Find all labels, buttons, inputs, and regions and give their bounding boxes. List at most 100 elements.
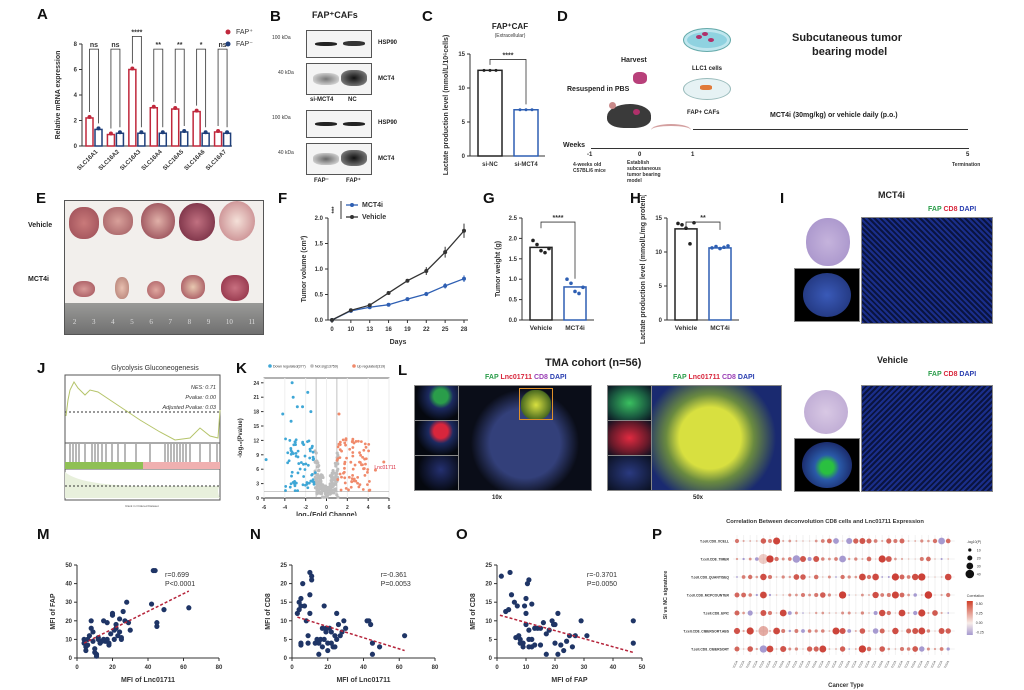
significance-label: **** [503, 52, 514, 59]
panel-label-d: D [557, 8, 568, 25]
category-label: SLC16A4 [141, 149, 164, 172]
x-tick-label: TCGA [857, 660, 864, 669]
dot [754, 557, 759, 561]
point-not-sig [335, 472, 339, 476]
y-axis-label: SI vs NC signature [663, 571, 669, 620]
x-tick-label: TCGA [890, 660, 897, 669]
data-point [298, 642, 304, 648]
dot [788, 575, 792, 579]
y-tick-label: 15 [655, 216, 662, 222]
y-tick-label: 2 [74, 119, 78, 125]
category-label: MCT4i [710, 325, 730, 332]
point-up [339, 488, 343, 492]
stain-dapi: DAPI [959, 371, 977, 378]
point-down [313, 471, 317, 475]
dot [775, 648, 778, 650]
panel-label-c: C [422, 8, 433, 25]
dot [887, 647, 891, 651]
category-label: SLC16A6 [184, 149, 207, 172]
x-axis-label: Rank in Ordered Dataset [125, 504, 158, 508]
y-tick-label: 50 [65, 563, 72, 569]
dot [828, 612, 831, 614]
point-down [306, 463, 310, 467]
dot [906, 628, 912, 634]
dot [920, 539, 924, 543]
lane-label: si-MCT4 [310, 97, 334, 103]
point-not-sig [321, 495, 325, 499]
y-tick-label: 30 [65, 600, 72, 606]
data-point [718, 246, 722, 251]
point-not-sig [324, 491, 328, 495]
stain-fap: FAP [485, 374, 499, 381]
legend-label: Not sig(13759) [315, 365, 338, 369]
point-down [308, 449, 312, 453]
data-point [526, 627, 532, 633]
dot [736, 576, 738, 578]
significance-label: ns [218, 42, 226, 49]
data-point [154, 620, 160, 626]
data-point [152, 567, 158, 574]
point-up [343, 466, 346, 470]
data-point [85, 642, 91, 648]
bar [477, 69, 503, 157]
marker-label: 100 kDa [272, 35, 291, 41]
x-tick-label: 2 [346, 505, 349, 511]
dot [854, 648, 857, 650]
dot [899, 574, 905, 580]
y-tick-label: 2.0 [315, 216, 324, 222]
point-up [352, 479, 356, 483]
dot [794, 629, 799, 633]
ruler-number: 2 [72, 318, 77, 326]
data-point [531, 238, 535, 243]
blot-mct4-top [306, 63, 372, 95]
dot [881, 576, 884, 578]
y-axis-label: MFI of CD8 [470, 593, 477, 630]
data-point [543, 631, 549, 637]
point-up [368, 488, 372, 492]
point-up [343, 481, 347, 485]
mag-50x: 50x [693, 495, 704, 501]
dot [788, 593, 792, 597]
x-tick-label: TCGA [738, 660, 745, 669]
dot [787, 557, 792, 561]
legend-label: FAP⁻ [236, 41, 253, 48]
legend-marker [352, 364, 356, 368]
data-point [506, 607, 512, 613]
point-up [344, 486, 348, 490]
data-point [630, 640, 636, 646]
dot [920, 594, 923, 596]
data-point [726, 244, 730, 248]
data-point [173, 106, 178, 111]
dot [854, 594, 857, 596]
row-label: T.cell.CD8_XCELL [700, 540, 729, 544]
dot [760, 538, 767, 544]
dot [907, 611, 910, 615]
chart-n: 0 5 10 15 20 25 0 20 40 60 80 MFI of CD8 MFI of Lnc0… [265, 563, 439, 684]
data-point [309, 573, 315, 579]
dot [800, 592, 806, 598]
dot [807, 629, 812, 633]
data-point [518, 108, 522, 112]
x-tick-label: TCGA [824, 660, 831, 669]
rank-bar-negative [143, 462, 220, 469]
stain-fap: FAP [928, 371, 942, 378]
dot [907, 593, 910, 597]
legend-marker [225, 29, 231, 35]
point-up [336, 445, 340, 449]
point-down [296, 489, 300, 493]
category-label: Vehicle [530, 325, 553, 332]
plot-frame [64, 374, 221, 501]
enrichment-curve [65, 381, 221, 441]
point-down [294, 451, 298, 455]
point-down [291, 395, 295, 399]
data-point [424, 269, 429, 274]
data-point [86, 633, 93, 639]
y-tick-label: 10 [485, 619, 492, 625]
inset-fap [414, 385, 459, 421]
legend-label: Down regulated(377) [273, 365, 306, 369]
x-tick-label: 0 [290, 665, 294, 671]
point-not-sig [331, 471, 335, 475]
vehicle-label: Vehicle [28, 222, 53, 229]
dot [841, 611, 845, 615]
x-tick-label: TCGA [818, 660, 825, 669]
